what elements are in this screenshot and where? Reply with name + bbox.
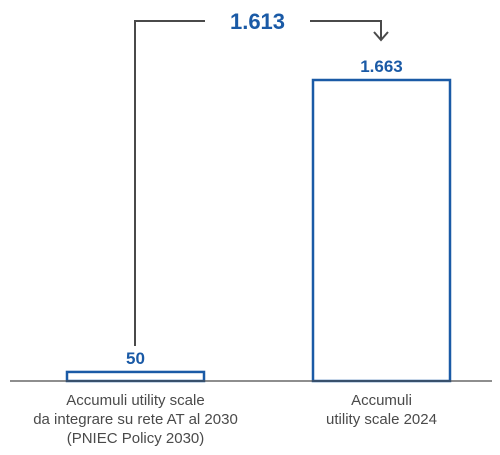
bars (65, 78, 452, 383)
category-label-2: Accumuli utility scale 2024 (326, 392, 437, 428)
category-labels: Accumuli utility scale da integrare su re… (33, 392, 437, 447)
bar-1 (65, 370, 206, 383)
category-label-line: (PNIEC Policy 2030) (67, 430, 205, 447)
category-label-line: Accumuli utility scale (66, 392, 204, 409)
difference-label: 1.613 (230, 9, 285, 34)
difference-arrow-icon (373, 31, 389, 42)
difference-connector (134, 20, 382, 346)
bar-labels: 50 1.663 (126, 57, 403, 368)
category-label-1: Accumuli utility scale da integrare su re… (33, 392, 238, 447)
category-label-line: da integrare su rete AT al 2030 (33, 411, 238, 428)
category-label-line: utility scale 2024 (326, 411, 437, 428)
bar-value-label-1: 50 (126, 349, 145, 368)
bar-2 (311, 78, 452, 383)
category-label-line: Accumuli (351, 392, 412, 409)
bar-value-label-2: 1.663 (360, 57, 403, 76)
